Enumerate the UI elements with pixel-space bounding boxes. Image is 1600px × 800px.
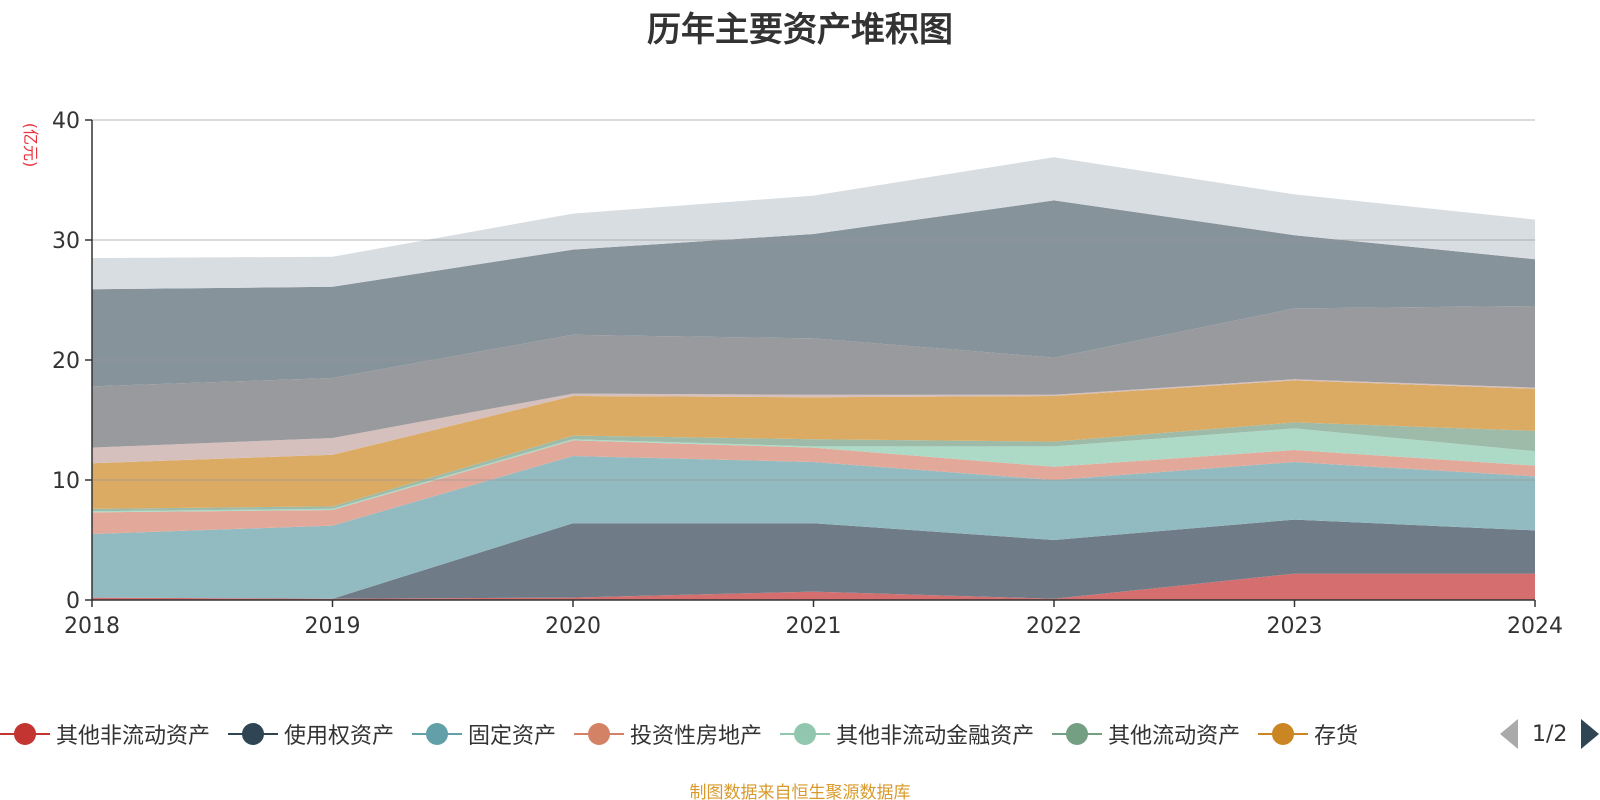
y-tick-label: 30 [52,229,80,254]
legend-marker-icon [1052,721,1103,747]
legend: 其他非流动资产 使用权资产 固定资产 投资性房地产 其他非流动金融资产 其他流动资产 存货 [0,716,1376,752]
legend-label: 使用权资产 [284,724,395,749]
x-tick-label: 2024 [1507,614,1563,639]
area-series-3 [92,440,1535,534]
legend-marker-icon [1258,721,1309,747]
legend-page-indicator: 1/2 [1532,721,1568,747]
legend-marker-icon [574,721,625,747]
area-series-0 [92,573,1535,600]
chart-title: 历年主要资产堆积图 [647,10,953,50]
axis-layer: 0 10 20 30 40 2018 2019 2020 2021 2022 2023 2024 [52,109,1563,639]
x-tick-label: 2018 [64,614,120,639]
x-tick-label: 2022 [1026,614,1082,639]
y-tick-label: 10 [52,469,80,494]
legend-item[interactable]: 投资性房地产 [574,718,762,750]
previous-page-icon[interactable] [1500,719,1518,749]
area-series-4 [92,428,1535,513]
legend-marker-icon [412,721,463,747]
legend-label: 其他流动资产 [1108,724,1241,749]
grid-layer [92,119,1535,481]
legend-marker-icon [780,721,831,747]
y-tick-label: 40 [52,109,80,134]
area-series-7 [92,379,1535,464]
legend-item[interactable]: 其他流动资产 [1052,718,1240,750]
legend-item[interactable]: 使用权资产 [228,718,394,750]
legend-item[interactable]: 固定资产 [412,718,556,750]
legend-label: 其他非流动金融资产 [836,724,1035,749]
legend-item[interactable]: 其他非流动资产 [0,718,210,750]
area-series-10 [92,157,1535,290]
area-series-5 [92,422,1535,512]
legend-item[interactable]: 其他非流动金融资产 [780,718,1034,750]
x-tick-label: 2021 [786,614,842,639]
x-tick-label: 2023 [1267,614,1323,639]
legend-pager: 1/2 [1500,716,1600,752]
areas-layer [92,157,1535,600]
legend-label: 其他非流动资产 [56,724,211,749]
legend-label: 投资性房地产 [630,724,763,749]
y-tick-label: 20 [52,349,80,374]
legend-marker-icon [228,721,279,747]
legend-marker-icon [0,721,50,747]
x-tick-label: 2020 [545,614,601,639]
x-tick-label: 2019 [305,614,361,639]
stacked-area-chart: 0 10 20 30 40 2018 2019 2020 2021 2022 2023 2024 [52,109,1563,639]
area-series-9 [92,200,1535,387]
area-series-6 [92,380,1535,509]
area-series-8 [92,306,1535,448]
legend-label: 固定资产 [468,724,557,749]
area-series-1 [92,519,1535,599]
data-source-note: 制图数据来自恒生聚源数据库 [689,783,911,800]
legend-label: 存货 [1314,724,1359,749]
next-page-icon[interactable] [1581,719,1600,749]
legend-item[interactable]: 存货 [1258,718,1358,750]
y-tick-label: 0 [66,589,80,614]
area-series-2 [92,456,1535,599]
